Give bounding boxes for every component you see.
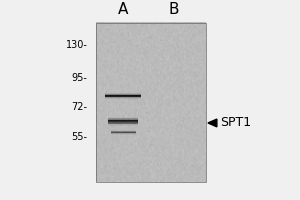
Bar — [105, 97, 141, 98]
Bar — [105, 96, 141, 97]
Bar — [97, 23, 206, 182]
Bar — [111, 131, 136, 132]
Bar — [111, 130, 136, 131]
Bar — [108, 118, 138, 119]
Bar — [111, 132, 136, 133]
Bar — [108, 119, 138, 120]
Bar — [105, 95, 141, 96]
Bar — [105, 98, 141, 99]
Bar — [111, 132, 136, 133]
Bar — [108, 123, 138, 124]
Text: 72-: 72- — [72, 102, 88, 112]
Bar — [111, 134, 136, 135]
Bar — [105, 96, 141, 97]
Text: 130-: 130- — [66, 40, 88, 50]
Bar — [108, 123, 138, 124]
Bar — [108, 120, 138, 121]
Bar — [108, 121, 138, 122]
Text: A: A — [118, 2, 128, 17]
Text: SPT1: SPT1 — [220, 116, 251, 129]
Bar — [111, 131, 136, 132]
Bar — [108, 125, 138, 126]
Bar — [111, 133, 136, 134]
Bar — [105, 95, 141, 96]
Bar — [108, 122, 138, 123]
Bar — [108, 124, 138, 125]
Bar — [108, 118, 138, 119]
Bar — [108, 120, 138, 121]
Bar — [108, 125, 138, 126]
Text: 95-: 95- — [72, 73, 88, 83]
Polygon shape — [208, 119, 217, 127]
Bar — [105, 98, 141, 99]
Text: 55-: 55- — [72, 132, 88, 142]
Bar — [111, 134, 136, 135]
Bar — [105, 94, 141, 95]
Bar — [108, 117, 138, 118]
Bar — [111, 130, 136, 131]
Bar — [105, 93, 141, 94]
Text: B: B — [169, 2, 179, 17]
